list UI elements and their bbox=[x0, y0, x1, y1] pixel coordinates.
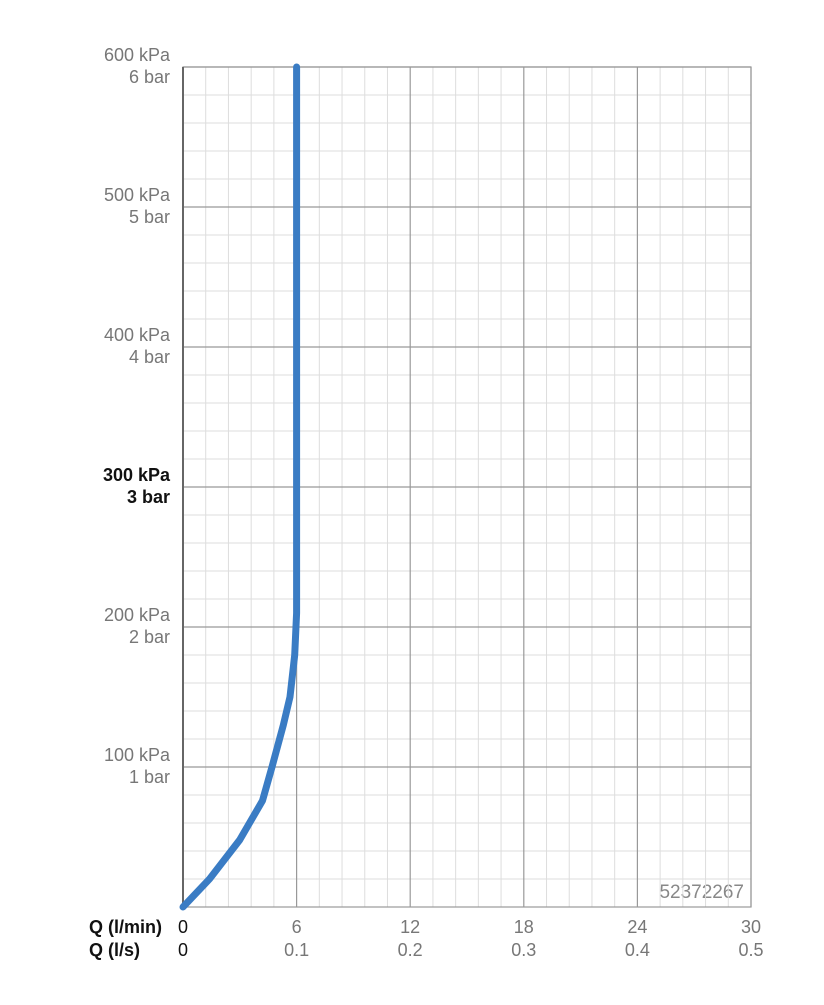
x-axis-title: Q (l/min) bbox=[89, 917, 162, 937]
y-tick-label: 500 kPa bbox=[104, 185, 171, 205]
annotation: 52372267 bbox=[659, 882, 744, 903]
x-tick-label: 18 bbox=[514, 917, 534, 937]
flow-curve bbox=[179, 63, 301, 911]
x-tick-label: 12 bbox=[400, 917, 420, 937]
y2-tick-label: 2 bar bbox=[129, 627, 170, 647]
y2-tick-label: 4 bar bbox=[129, 347, 170, 367]
y-tick-label: 400 kPa bbox=[104, 325, 171, 345]
y-tick-label: 300 kPa bbox=[103, 465, 171, 485]
y2-tick-label: 1 bar bbox=[129, 767, 170, 787]
x2-tick-label: 0.4 bbox=[625, 940, 650, 960]
y-tick-label: 100 kPa bbox=[104, 745, 171, 765]
x2-axis-title: Q (l/s) bbox=[89, 940, 140, 960]
y2-tick-label: 5 bar bbox=[129, 207, 170, 227]
x-tick-label: 0 bbox=[178, 917, 188, 937]
x2-tick-label: 0 bbox=[178, 940, 188, 960]
x-tick-label: 24 bbox=[627, 917, 647, 937]
y-tick-label: 200 kPa bbox=[104, 605, 171, 625]
x-tick-label: 6 bbox=[292, 917, 302, 937]
x2-tick-label: 0.5 bbox=[738, 940, 763, 960]
x-tick-label: 30 bbox=[741, 917, 761, 937]
y-tick-label: 600 kPa bbox=[104, 45, 171, 65]
x2-tick-label: 0.3 bbox=[511, 940, 536, 960]
x2-tick-label: 0.2 bbox=[398, 940, 423, 960]
y2-tick-label: 6 bar bbox=[129, 67, 170, 87]
y2-tick-label: 3 bar bbox=[127, 487, 170, 507]
x2-tick-label: 0.1 bbox=[284, 940, 309, 960]
